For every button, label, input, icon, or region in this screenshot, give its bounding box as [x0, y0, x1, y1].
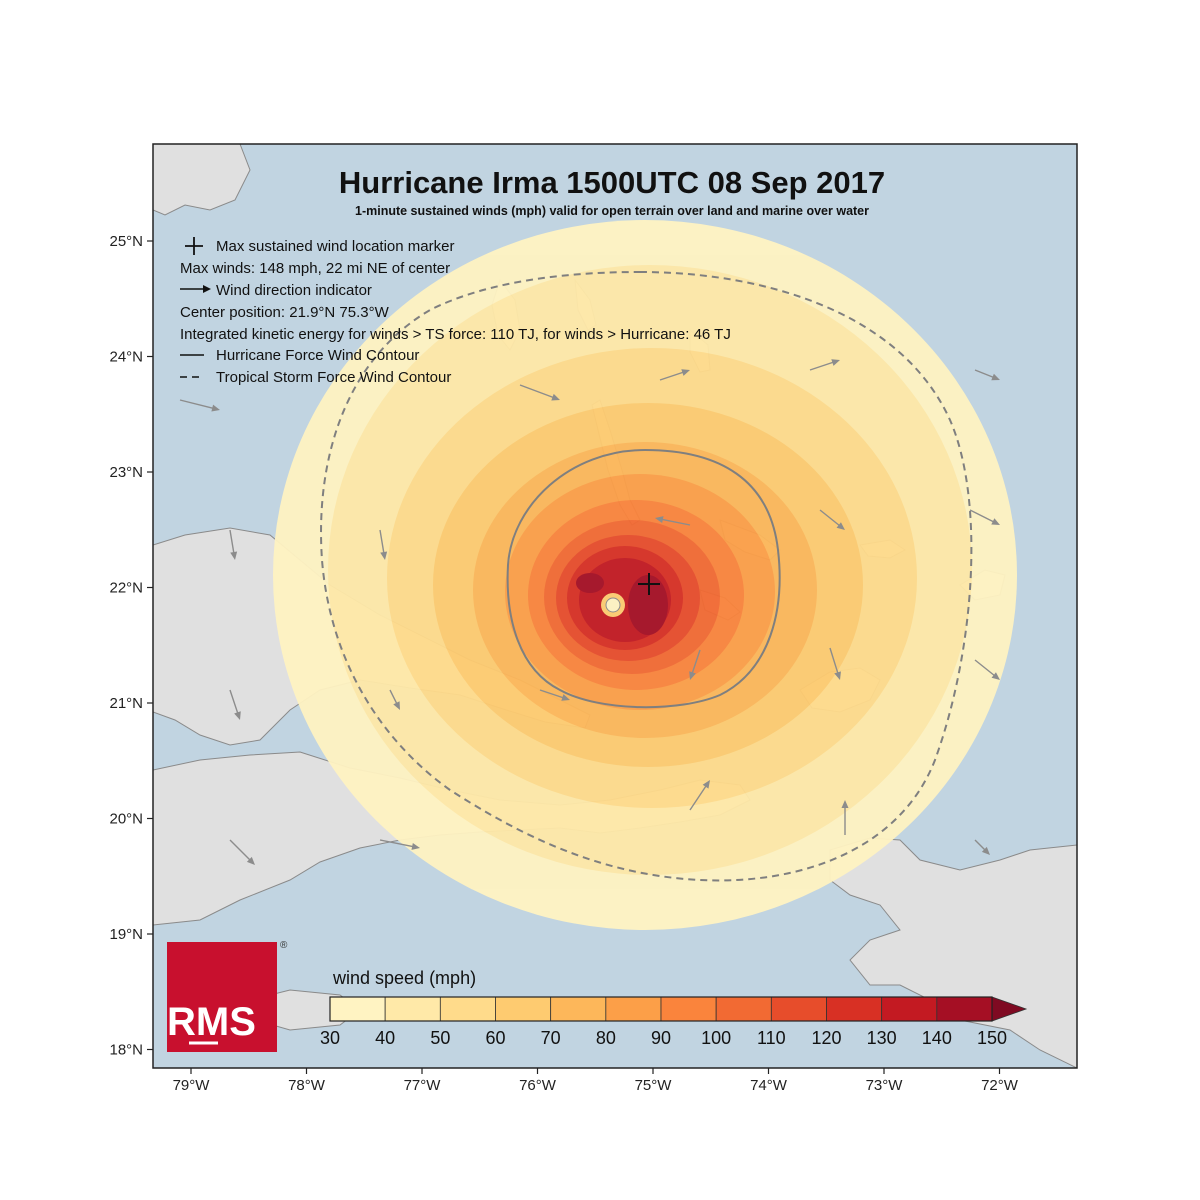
- colorbar-segment: [439, 996, 496, 1022]
- rms-logo-text: RMS: [167, 1000, 256, 1044]
- wind-direction-arrow: [379, 529, 388, 560]
- wind-direction-arrow: [969, 509, 1000, 525]
- colorbar-tick-label: 40: [375, 1028, 395, 1048]
- map-subtitle: 1-minute sustained winds (mph) valid for…: [355, 204, 869, 218]
- wind-direction-arrow: [519, 384, 560, 401]
- tropical-storm-force-contour: [320, 270, 973, 882]
- longitude-axis: 79°W 78°W 77°W 76°W 75°W 74°W 73°W 72°W: [173, 1068, 1019, 1094]
- wind-direction-arrow: [974, 659, 1000, 680]
- wind-arrow-legend-icon: [180, 285, 211, 293]
- colorbar-tick-label: 30: [320, 1028, 340, 1048]
- legend-max-marker: Max sustained wind location marker: [216, 238, 454, 255]
- lon-tick-label: 72°W: [981, 1077, 1019, 1094]
- wind-speed-colorbar: wind speed (mph) 30 40 50 60 70 80 90 100 110 120…: [320, 968, 1028, 1048]
- colorbar-segment: [329, 996, 386, 1022]
- lat-tick-label: 23°N: [109, 464, 143, 481]
- legend-hurricane-contour: Hurricane Force Wind Contour: [216, 347, 419, 364]
- wind-direction-arrow: [689, 649, 701, 680]
- lon-tick-label: 74°W: [750, 1077, 788, 1094]
- eye-center: [605, 597, 621, 613]
- lat-tick-label: 24°N: [109, 349, 143, 366]
- colorbar-title: wind speed (mph): [332, 968, 476, 988]
- lat-tick-label: 21°N: [109, 695, 143, 712]
- plot-frame: [152, 143, 1078, 1069]
- colorbar-tick-label: 50: [430, 1028, 450, 1048]
- colorbar-segment: [770, 996, 827, 1022]
- wind-direction-arrow: [229, 529, 238, 560]
- colorbar-tick-label: 60: [485, 1028, 505, 1048]
- lon-tick-label: 78°W: [288, 1077, 326, 1094]
- legend-center-position: Center position: 21.9°N 75.3°W: [180, 304, 390, 321]
- wind-direction-arrow: [841, 800, 849, 835]
- wind-band-140-west: [576, 573, 604, 593]
- colorbar-tick-label: 80: [596, 1028, 616, 1048]
- lon-tick-label: 76°W: [519, 1077, 557, 1094]
- rms-logo: RMS ®: [167, 940, 288, 1052]
- rms-registered-mark: ®: [280, 940, 288, 951]
- colorbar-segment: [826, 996, 883, 1022]
- colorbar-segment: [384, 996, 441, 1022]
- wind-direction-arrow: [819, 509, 845, 530]
- land-florida-keys: [153, 144, 251, 216]
- colorbar-segment: [495, 996, 552, 1022]
- colorbar-tick-label: 140: [922, 1028, 952, 1048]
- wind-direction-arrow: [229, 839, 255, 865]
- lat-tick-label: 19°N: [109, 926, 143, 943]
- latitude-axis: 25°N 24°N 23°N 22°N 21°N 20°N 19°N 18°N: [109, 233, 153, 1059]
- lon-tick-label: 75°W: [635, 1077, 673, 1094]
- wind-direction-arrow: [974, 369, 1000, 381]
- colorbar-tick-label: 100: [701, 1028, 731, 1048]
- lat-tick-label: 20°N: [109, 811, 143, 828]
- wind-direction-arrow: [659, 369, 690, 381]
- wind-direction-arrow: [655, 516, 691, 526]
- wind-direction-arrow: [809, 359, 840, 371]
- colorbar-tick-label: 150: [977, 1028, 1007, 1048]
- lon-tick-label: 77°W: [404, 1077, 442, 1094]
- lon-tick-label: 73°W: [866, 1077, 904, 1094]
- wind-direction-arrow: [974, 839, 990, 855]
- wind-band-140: [628, 575, 668, 635]
- wind-direction-arrow: [379, 839, 420, 850]
- colorbar-segment: [881, 996, 938, 1022]
- wind-direction-arrow: [689, 780, 710, 811]
- colorbar-segment: [715, 996, 772, 1022]
- colorbar-segment: [605, 996, 662, 1022]
- colorbar-tick-label: 90: [651, 1028, 671, 1048]
- lat-tick-label: 22°N: [109, 580, 143, 597]
- colorbar-outline: [329, 996, 993, 1022]
- rms-logo-box: [167, 942, 277, 1052]
- wind-direction-arrow: [829, 647, 841, 680]
- colorbar-segment: [936, 996, 993, 1022]
- wind-direction-arrow: [179, 399, 220, 412]
- map-title: Hurricane Irma 1500UTC 08 Sep 2017: [339, 165, 885, 200]
- colorbar-segment: [660, 996, 717, 1022]
- legend-max-winds: Max winds: 148 mph, 22 mi NE of center: [180, 260, 450, 277]
- hurricane-force-contour: [506, 448, 781, 709]
- legend-ts-contour: Tropical Storm Force Wind Contour: [216, 369, 451, 386]
- colorbar-tick-label: 70: [541, 1028, 561, 1048]
- legend-wind-direction: Wind direction indicator: [216, 282, 372, 299]
- colorbar-segment: [550, 996, 607, 1022]
- max-marker-legend-icon: [185, 237, 203, 255]
- lat-tick-label: 25°N: [109, 233, 143, 250]
- colorbar-tick-label: 120: [811, 1028, 841, 1048]
- wind-direction-arrow: [539, 689, 570, 701]
- colorbar-tick-label: 130: [867, 1028, 897, 1048]
- lat-tick-label: 18°N: [109, 1042, 143, 1059]
- lon-tick-label: 79°W: [173, 1077, 211, 1094]
- wind-direction-arrow: [229, 689, 241, 720]
- max-wind-marker: [638, 573, 660, 595]
- colorbar-tick-label: 110: [757, 1028, 786, 1048]
- wind-direction-arrow: [389, 689, 400, 710]
- wind-arrows: [179, 359, 1000, 865]
- legend-ike: Integrated kinetic energy for winds > TS…: [180, 326, 731, 343]
- map-legend: Max sustained wind location marker Max w…: [180, 237, 731, 386]
